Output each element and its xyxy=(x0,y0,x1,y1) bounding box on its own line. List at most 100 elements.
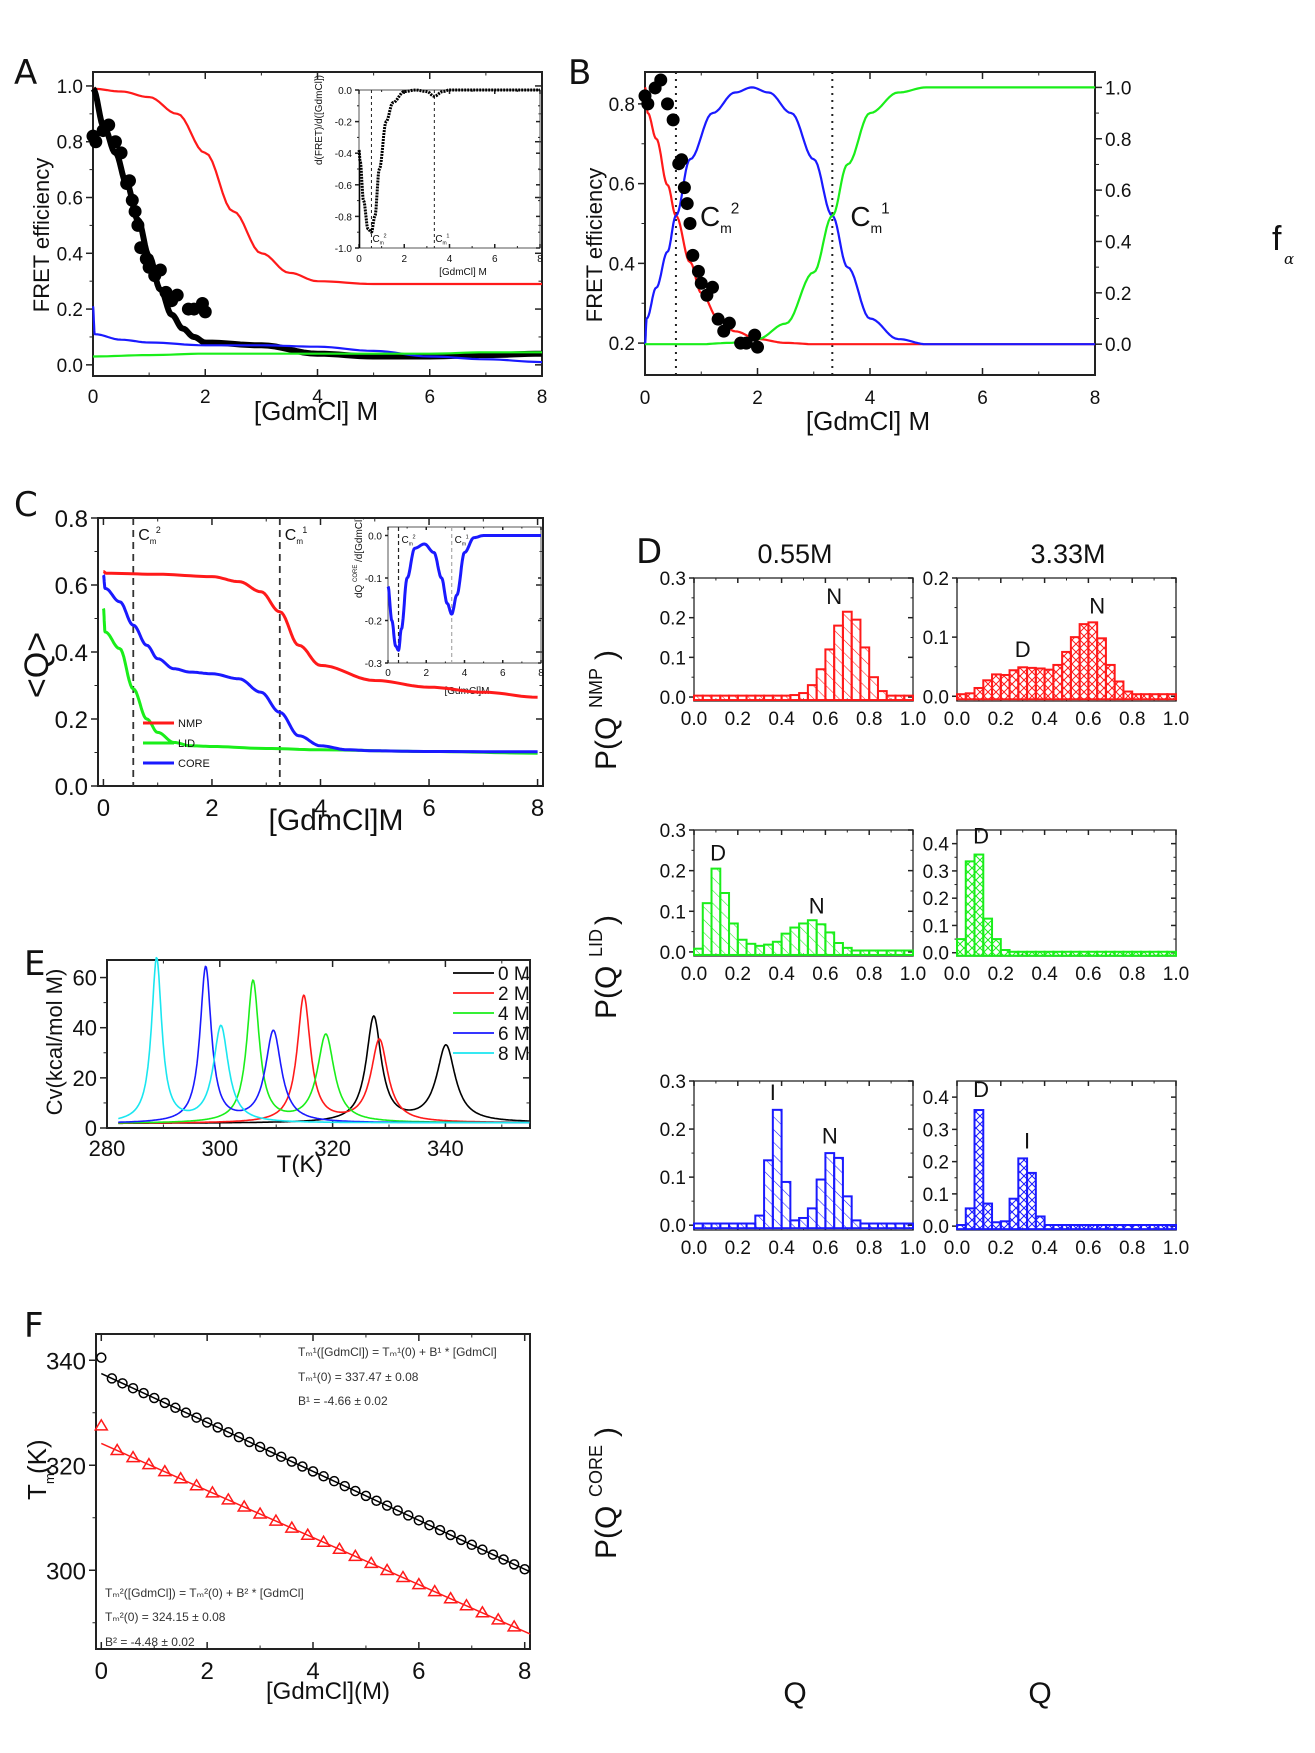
histogram-bar xyxy=(1104,1224,1116,1231)
legend-label: 4 M xyxy=(498,1004,530,1025)
fit2-intercept: Tₘ²(0) = 324.15 ± 0.08 xyxy=(105,1610,226,1624)
x-tick-label: 0.8 xyxy=(1119,1238,1145,1259)
cm-label-sub: m xyxy=(150,537,157,546)
fit1-intercept: Tₘ¹(0) = 337.47 ± 0.08 xyxy=(298,1370,419,1384)
data-point-triangle xyxy=(268,1513,284,1526)
f-xlabel: [GdmCl](M) xyxy=(266,1678,390,1705)
histogram-bar xyxy=(1166,693,1177,701)
x-tick-label: 340 xyxy=(427,1136,464,1161)
data-point-circle xyxy=(445,1529,456,1541)
b-ylabel: FRET efficiency xyxy=(582,168,607,322)
y-tick-label: 0.2 xyxy=(923,1153,949,1174)
histogram-bar xyxy=(841,610,853,702)
peak-label-N: N xyxy=(1089,593,1105,618)
x-tick-label: 0.6 xyxy=(812,709,838,730)
y-tick-label: -0.4 xyxy=(335,149,353,160)
histogram-bar xyxy=(1096,950,1107,957)
x-tick-label: 0 xyxy=(88,387,99,408)
histogram-bar xyxy=(693,694,704,702)
y-tick-label: 0.1 xyxy=(660,648,686,669)
histogram-bar xyxy=(982,1202,994,1231)
histogram-bar xyxy=(1017,950,1029,957)
data-point-circle xyxy=(265,1446,276,1458)
cm-label-c: C xyxy=(372,234,379,245)
x-tick-label: 0.4 xyxy=(768,964,795,985)
histogram-bar xyxy=(754,944,766,956)
histogram-bar xyxy=(859,1222,871,1230)
x-tick-label: 6 xyxy=(424,387,435,408)
y-tick-label: 340 xyxy=(46,1348,86,1375)
plot-frame xyxy=(358,89,541,249)
data-point-circle xyxy=(159,1397,171,1409)
histogram-core-0.55M: 0.0 0.2 0.4 0.6 0.8 1.0 0.0 0.1 0.2 0.3 I N xyxy=(660,1072,927,1259)
data-point-triangle xyxy=(490,1612,506,1625)
histogram-bar xyxy=(815,923,827,956)
y-tick-label: 0.4 xyxy=(55,640,88,667)
data-point xyxy=(641,97,655,111)
data-point-triangle xyxy=(284,1520,300,1533)
histogram-bar xyxy=(1131,1224,1142,1231)
x-tick-label: 8 xyxy=(1090,388,1101,409)
data-point-circle xyxy=(339,1480,351,1492)
cm-label-sup: 2 xyxy=(413,535,416,541)
data-point-triangle xyxy=(443,1591,458,1604)
fit1-equation: Tₘ¹([GdmCl]) = Tₘ¹(0) + B¹ * [GdmCl] xyxy=(298,1345,497,1359)
y-tick-label: 0.3 xyxy=(660,821,686,842)
d-xlabel-right: Q xyxy=(1028,1677,1051,1710)
histogram-bar xyxy=(1078,623,1090,701)
legend-label: 8 M xyxy=(498,1044,530,1065)
data-point-circle xyxy=(127,1382,139,1394)
histogram-bar xyxy=(973,1109,985,1231)
histogram-bar xyxy=(903,1222,914,1230)
x-tick-label: 0.2 xyxy=(725,709,751,730)
plot-frame xyxy=(693,577,914,702)
y-tick-label: 40 xyxy=(73,1016,97,1041)
data-point xyxy=(739,336,753,350)
data-point-circle xyxy=(498,1554,509,1565)
y-tick-label: 0.2 xyxy=(660,862,686,883)
y-tick-label: 0.0 xyxy=(368,532,382,543)
d-ylabel-core-close: ) xyxy=(590,1427,623,1437)
x-tick-label: 6 xyxy=(977,388,988,409)
data-point xyxy=(691,264,705,278)
x-tick-label: 0.8 xyxy=(856,709,882,730)
data-point xyxy=(131,218,145,232)
histogram-bar xyxy=(798,692,809,702)
histogram-bar xyxy=(789,694,801,702)
series-line-CORE xyxy=(102,573,538,754)
data-point-triangle xyxy=(363,1555,379,1569)
cm-label-sup: 1 xyxy=(881,200,890,217)
histogram-bar xyxy=(1061,650,1072,701)
histogram-bar xyxy=(736,694,748,702)
histogram-bar xyxy=(1157,693,1169,701)
data-point-circle xyxy=(106,1373,118,1384)
data-point xyxy=(89,135,103,149)
c-inset-ylabel-rest: /d[GdmCl] xyxy=(354,517,365,562)
histogram-bar xyxy=(1104,950,1116,957)
y-tick-label: 0.2 xyxy=(660,1120,686,1141)
histogram-bar xyxy=(1043,950,1055,957)
y2-tick-label: 0.0 xyxy=(1105,335,1131,356)
x-tick-label: 0.8 xyxy=(1119,964,1145,985)
histogram-bar xyxy=(903,949,914,956)
y-tick-label: -0.8 xyxy=(335,212,353,223)
x-tick-label: 1.0 xyxy=(900,1238,926,1259)
data-point-triangle xyxy=(93,1418,109,1431)
x-tick-label: 0.0 xyxy=(681,1238,707,1259)
histogram-bar xyxy=(1043,1224,1055,1231)
histogram-bar xyxy=(1104,663,1116,701)
cm-label-sup: 1 xyxy=(302,525,307,535)
y-tick-label: 0.0 xyxy=(660,1216,686,1237)
x-tick-label: 0.2 xyxy=(988,709,1014,730)
data-point-circle xyxy=(434,1524,446,1536)
peak-label-D: D xyxy=(1015,637,1031,662)
histogram-bar xyxy=(798,1216,809,1230)
histogram-bar xyxy=(1052,1224,1064,1231)
x-tick-label: 0 xyxy=(356,254,362,265)
y-tick-label: 0.2 xyxy=(55,707,88,734)
data-point-circle xyxy=(201,1417,213,1428)
legend-label: 2 M xyxy=(498,984,530,1005)
